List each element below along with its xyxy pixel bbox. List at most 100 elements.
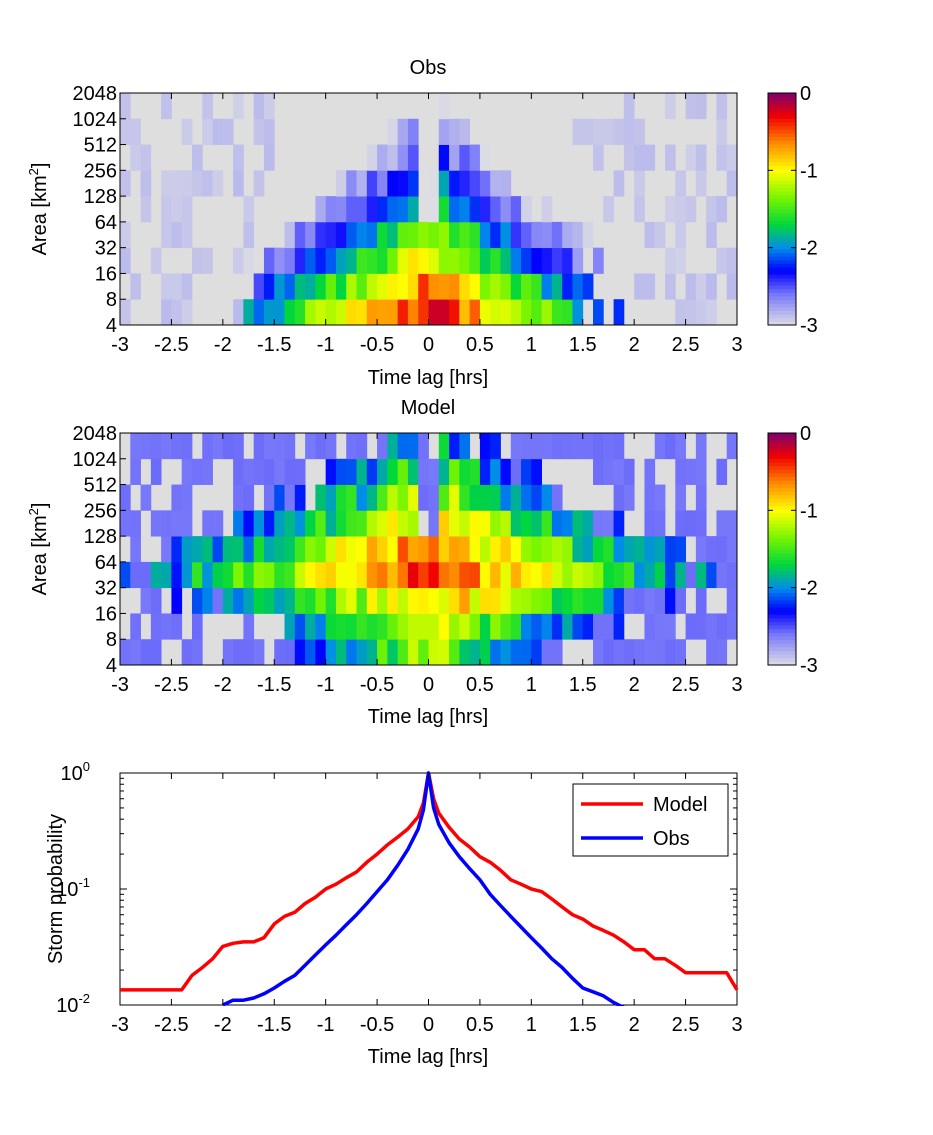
model-cell: [479, 536, 491, 563]
model-cell: [634, 639, 645, 666]
model-cell: [212, 433, 224, 460]
obs-cell: [315, 196, 327, 223]
model-cell: [171, 613, 183, 640]
obs-cell: [171, 299, 183, 326]
obs-cell: [325, 247, 337, 274]
model-cell: [459, 587, 471, 614]
obs-cell: [706, 196, 717, 223]
model-cell: [593, 639, 604, 666]
model-cell: [377, 561, 388, 589]
obs-cell: [500, 247, 512, 274]
model-cell: [541, 484, 553, 511]
model-cell: [222, 587, 234, 614]
model-cell: [387, 433, 399, 460]
model-cell: [469, 536, 481, 563]
obs-cell: [294, 299, 306, 326]
model-cell: [644, 639, 656, 666]
obs-cell: [675, 299, 686, 326]
model-cell: [171, 484, 183, 511]
model-colorbar-swatch: [768, 498, 796, 503]
model-ytick-label: 2048: [73, 423, 118, 445]
model-cell: [603, 536, 614, 563]
obs-cell: [562, 221, 573, 249]
model-cell: [130, 510, 141, 537]
obs-cell: [521, 299, 532, 326]
obs-cell: [469, 221, 481, 249]
obs-cell: [377, 247, 388, 274]
line-y-ticks: 100 10-1 10-2: [56, 759, 737, 1017]
model-cell: [284, 536, 296, 563]
model-cell: [150, 587, 162, 614]
model-ytick-label: 1024: [73, 449, 118, 471]
obs-cell: [438, 247, 450, 274]
obs-cell: [366, 196, 378, 223]
model-cell: [222, 639, 234, 666]
obs-cell: [459, 144, 471, 171]
model-cell: [695, 458, 707, 485]
model-cell: [171, 587, 183, 614]
model-xtick-label: 2: [629, 674, 640, 696]
obs-cell: [551, 221, 563, 249]
obs-cell: [428, 299, 440, 326]
model-cell: [603, 561, 614, 589]
model-cell: [479, 561, 491, 589]
obs-cell: [181, 299, 193, 326]
obs-cell: [726, 144, 738, 171]
model-cell: [572, 536, 584, 563]
model-cell: [335, 458, 347, 485]
obs-colorbar-swatch: [768, 277, 796, 283]
model-cell: [274, 536, 285, 563]
model-colorbar-swatch: [768, 603, 796, 608]
model-cell: [521, 639, 532, 666]
model-cell: [212, 561, 224, 589]
model-cell: [366, 613, 378, 640]
model-cell: [510, 561, 522, 589]
line-ytick-label: 10-2: [56, 991, 90, 1017]
model-cell: [212, 510, 224, 537]
model-cell: [150, 613, 162, 640]
obs-cell: [130, 118, 141, 145]
model-cell: [551, 433, 563, 460]
model-colorbar-swatch: [768, 433, 796, 438]
line-ylabel: Storm probability: [45, 814, 67, 964]
model-cell: [726, 613, 738, 640]
obs-cell: [634, 170, 645, 197]
obs-colorbar-swatch: [768, 122, 796, 127]
obs-cell: [675, 247, 686, 274]
model-colorbar-swatch: [768, 559, 796, 565]
obs-cell: [706, 273, 717, 300]
obs-cell: [490, 221, 501, 249]
obs-colorbar-swatch: [768, 230, 796, 235]
model-cell: [274, 433, 285, 460]
obs-colorbar-tick-label: -3: [800, 315, 818, 337]
model-cell: [490, 561, 501, 589]
model-cell: [490, 484, 501, 511]
line-axis-ticks: [120, 777, 737, 971]
obs-cell: [510, 196, 522, 223]
model-cell: [263, 458, 275, 485]
model-cell: [541, 536, 553, 563]
model-cell: [479, 587, 491, 614]
model-cell: [531, 458, 543, 485]
model-cell: [716, 613, 728, 640]
model-cell: [675, 639, 686, 666]
obs-cell: [490, 170, 501, 197]
obs-cell: [346, 221, 357, 249]
model-cell: [356, 510, 368, 537]
model-cell: [171, 536, 183, 563]
obs-cell: [161, 93, 172, 120]
series-obs-line: [222, 771, 625, 1010]
obs-colorbar-swatch: [768, 274, 796, 279]
model-cell: [438, 510, 450, 537]
model-cell: [562, 613, 573, 640]
obs-cell: [685, 93, 697, 120]
obs-cell: [695, 170, 707, 197]
obs-cell: [449, 273, 460, 300]
model-cell: [243, 639, 255, 666]
model-cell: [613, 639, 625, 666]
obs-cell: [366, 299, 378, 326]
line-xtick-label: -2.5: [154, 1014, 188, 1036]
model-cell: [325, 458, 337, 485]
model-cell: [120, 639, 131, 666]
obs-cell: [120, 170, 131, 197]
